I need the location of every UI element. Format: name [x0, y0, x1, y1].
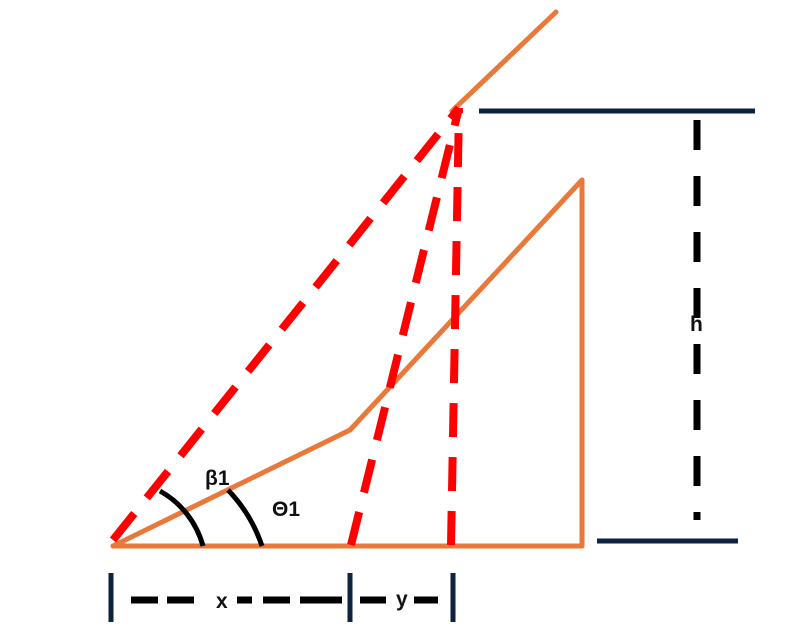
sight-lines [109, 105, 463, 546]
beta-label: β1 [205, 467, 230, 490]
angle-arcs [158, 488, 265, 547]
theta-label: Θ1 [272, 498, 300, 521]
y-label: y [396, 588, 408, 611]
sightline-vertical [447, 107, 463, 546]
structure-lines [110, 9, 585, 549]
base-dimension [108, 573, 456, 622]
lower-slope [110, 427, 353, 549]
x-label: x [216, 590, 228, 613]
sightline-from-x-end [347, 107, 463, 546]
height-dimension [479, 108, 755, 544]
theta-arc [226, 488, 265, 547]
sightline-from-origin [109, 105, 463, 543]
beta-arc [158, 488, 206, 547]
h-label: h [690, 313, 703, 336]
upper-slope [347, 177, 585, 433]
top-extension [449, 9, 559, 114]
